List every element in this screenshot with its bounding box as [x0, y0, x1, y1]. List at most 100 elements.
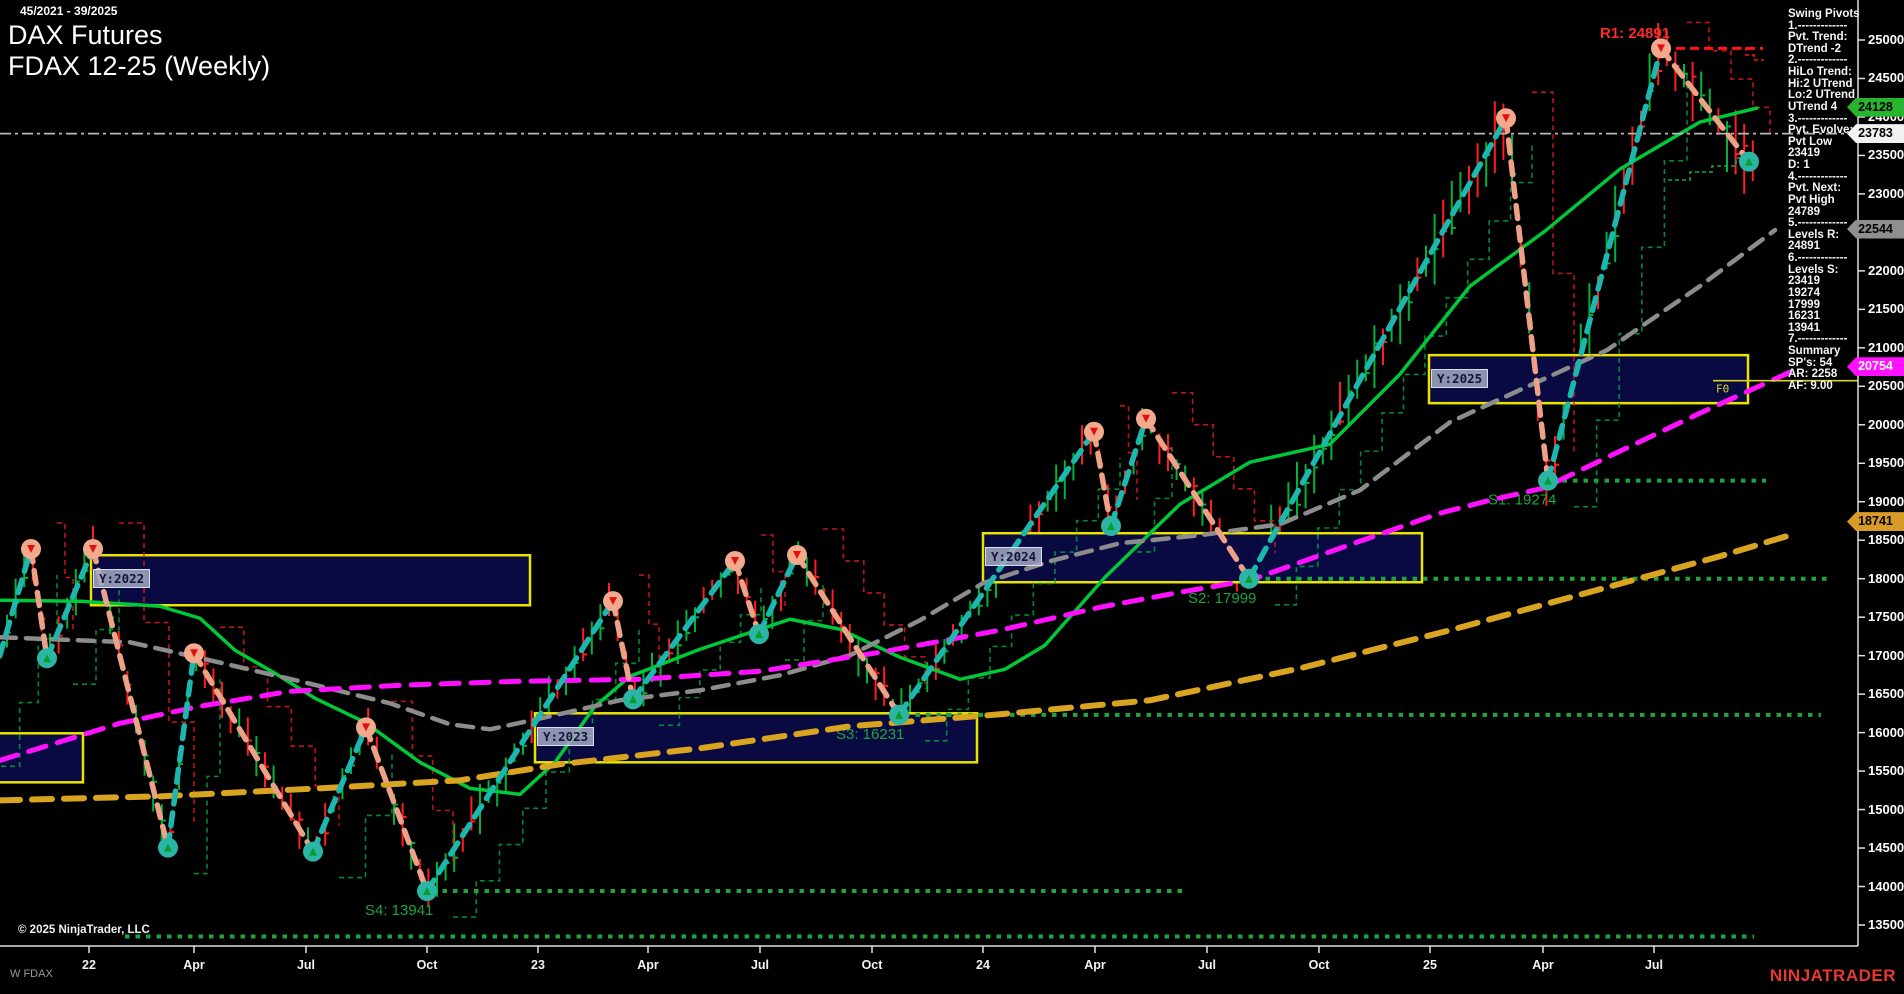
up-arrow-icon	[164, 843, 172, 852]
time-axis-label: 25	[1423, 958, 1437, 972]
series-watermark: W FDAX	[10, 968, 53, 980]
year-box-label: Y:2022	[93, 569, 151, 589]
pivot-panel-line: Levels R:	[1788, 228, 1840, 241]
up-arrow-icon	[1745, 157, 1753, 166]
swing-leg-down	[363, 724, 430, 894]
up-arrow-icon	[1544, 476, 1552, 485]
fast-ma	[0, 106, 1759, 797]
swing-leg-up	[0, 546, 34, 665]
ninjatrader-logo: NINJATRADER	[1769, 966, 1896, 985]
contract-subtitle: FDAX 12-25 (Weekly)	[8, 51, 271, 81]
pivot-panel-line: 3.-------------	[1788, 112, 1848, 125]
down-arrow-icon	[609, 597, 617, 606]
hilo-trail-up	[659, 586, 762, 727]
swing-leg-down	[1143, 416, 1252, 582]
up-arrow-icon	[43, 654, 51, 663]
price-axis-label: 17000	[1868, 647, 1904, 663]
slow-ma	[0, 369, 1793, 763]
pivot-panel-line: Swing Pivots	[1788, 8, 1860, 20]
time-axis-label: Oct	[1308, 958, 1330, 972]
swing-leg-up	[756, 552, 800, 637]
swing-leg-up	[310, 724, 369, 855]
price-tag: 23783	[1847, 124, 1904, 144]
pivot-panel-line: Levels S:	[1788, 263, 1839, 276]
mid-ma	[0, 227, 1778, 732]
swing-leg-down	[28, 546, 50, 661]
price-axis-label: 18000	[1868, 570, 1904, 586]
pivot-panel-line: 23419	[1788, 147, 1820, 160]
swing-leg-down	[1658, 45, 1752, 165]
pivot-panel-line: 24789	[1788, 205, 1820, 218]
down-arrow-icon	[793, 550, 801, 559]
time-axis-label: 23	[531, 958, 545, 972]
pivot-panel-line: Hi:2 UTrend	[1788, 77, 1853, 90]
year-box-label: Y:2025	[1431, 369, 1489, 389]
swing-leg-up	[896, 429, 1097, 718]
up-arrow-icon	[895, 710, 903, 719]
step-annotation	[1738, 47, 1764, 61]
time-axis-label: Apr	[637, 958, 659, 972]
swing-leg-down	[90, 546, 171, 851]
hilo-trail-up	[1574, 74, 1688, 508]
price-tag: 22544	[1847, 219, 1904, 239]
time-axis-label: Jul	[296, 958, 316, 972]
hilo-trail-down	[392, 700, 454, 866]
swing-leg-up	[1108, 416, 1149, 529]
price-axis-label: 16500	[1868, 686, 1904, 702]
pivot-panel-line: 4.-------------	[1788, 170, 1848, 183]
price-axis-label: 17500	[1868, 609, 1904, 625]
up-arrow-icon	[1107, 521, 1115, 530]
hilo-trail-up	[925, 457, 1121, 742]
up-arrow-icon	[423, 887, 431, 896]
pivot-panel-line: AF: 9.00	[1788, 379, 1833, 392]
price-axis-label: 14000	[1868, 878, 1904, 894]
pivot-panel-line: 6.-------------	[1788, 252, 1848, 265]
price-axis-label: 24500	[1868, 70, 1904, 86]
swing-leg-down	[732, 558, 762, 637]
down-arrow-icon	[27, 544, 35, 553]
time-axis-label: 24	[976, 958, 990, 972]
price-axis-label: 22000	[1868, 262, 1904, 278]
down-arrow-icon	[190, 649, 198, 658]
instrument-title: DAX Futures	[8, 20, 163, 50]
pivot-panel-line: 24891	[1788, 240, 1820, 253]
time-axis-label: Apr	[1532, 958, 1554, 972]
step-annotation	[1668, 157, 1757, 181]
price-axis-label: 23500	[1868, 147, 1904, 163]
pivot-panel-line: Summary	[1788, 344, 1841, 357]
up-arrow-icon	[755, 630, 763, 639]
fib-zero-label: F0	[1716, 383, 1729, 396]
time-axis-label: Apr	[183, 958, 205, 972]
pivot-panel-line: 19274	[1788, 286, 1820, 299]
hilo-trail-up	[1137, 444, 1173, 553]
time-axis-label: Apr	[1084, 958, 1106, 972]
price-axis-label: 19000	[1868, 493, 1904, 509]
time-axis-label: Jul	[1644, 958, 1664, 972]
swing-leg-up	[630, 558, 738, 703]
price-tag: 20754	[1847, 357, 1904, 377]
swing-leg-up	[165, 650, 197, 851]
pivot-panel-line: 16231	[1788, 310, 1820, 323]
pivot-panel-line: Pvt. Next:	[1788, 182, 1842, 195]
date-range-label: 45/2021 - 39/2025	[20, 4, 118, 18]
down-arrow-icon	[362, 723, 370, 732]
up-arrow-icon	[629, 695, 637, 704]
down-arrow-icon	[1502, 114, 1510, 123]
pivot-panel-line: D: 1	[1788, 159, 1810, 172]
pivot-panel-line: 5.-------------	[1788, 217, 1848, 230]
pivot-panel-line: Pvt Low	[1788, 135, 1833, 148]
price-tag: 18741	[1847, 512, 1904, 532]
pivot-panel-line: AR: 2258	[1788, 368, 1838, 381]
pivot-panel-line: Pvt. Evolve:	[1788, 124, 1854, 137]
swing-leg-up	[1246, 115, 1509, 582]
time-axis-label: Oct	[861, 958, 883, 972]
price-tag: 24128	[1847, 97, 1904, 117]
pivot-panel-line: DTrend -2	[1788, 42, 1842, 55]
up-arrow-icon	[1245, 574, 1253, 583]
pivot-panel-line: 2.-------------	[1788, 54, 1848, 67]
down-arrow-icon	[1657, 44, 1665, 53]
time-axis-label: Oct	[416, 958, 438, 972]
swing-leg-down	[191, 650, 316, 855]
support-level-label: S4: 13941	[365, 902, 433, 919]
